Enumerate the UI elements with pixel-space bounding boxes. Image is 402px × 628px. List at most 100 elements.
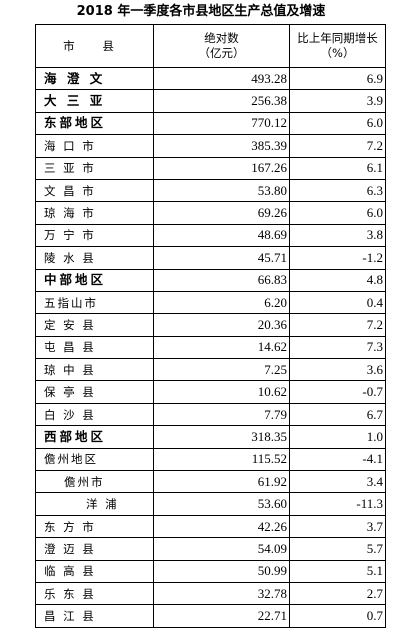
table-row: 文 昌 市 53.80 6.3 bbox=[35, 178, 386, 203]
absolute-value: 7.25 bbox=[153, 358, 290, 382]
absolute-value: 20.36 bbox=[153, 313, 290, 337]
table-row: 陵 水 县 45.71 -1.2 bbox=[35, 246, 386, 270]
growth-rate: 5.1 bbox=[289, 559, 386, 583]
table-row: 东 方 市 42.26 3.7 bbox=[35, 514, 386, 539]
absolute-value: 54.09 bbox=[153, 537, 290, 561]
growth-rate: 1.0 bbox=[289, 425, 386, 449]
growth-rate: 0.4 bbox=[289, 290, 386, 315]
growth-rate: 7.2 bbox=[289, 134, 386, 158]
header-growth-unit: （%） bbox=[320, 46, 355, 60]
region-name: 乐 东 县 bbox=[35, 581, 154, 606]
region-name: 儋州地区 bbox=[35, 447, 154, 472]
growth-rate: -11.3 bbox=[289, 492, 386, 516]
table-row: 东部地区 770.12 6.0 bbox=[35, 111, 386, 136]
region-name: 三 亚 市 bbox=[35, 156, 154, 180]
table-row: 万 宁 市 48.69 3.8 bbox=[35, 223, 386, 248]
growth-rate: 3.6 bbox=[289, 358, 386, 382]
region-name: 五指山市 bbox=[35, 290, 154, 315]
header-growth: 比上年同期增长 （%） bbox=[289, 24, 386, 68]
absolute-value: 14.62 bbox=[153, 335, 290, 360]
absolute-value: 45.71 bbox=[153, 246, 290, 270]
absolute-value: 53.80 bbox=[153, 178, 290, 203]
absolute-value: 115.52 bbox=[153, 447, 290, 472]
growth-rate: 5.7 bbox=[289, 537, 386, 561]
absolute-value: 50.99 bbox=[153, 559, 290, 583]
table-body: 海 澄 文 493.28 6.9 大 三 亚 256.38 3.9 东部地区 770.12 6.… bbox=[35, 66, 386, 628]
region-name: 澄 迈 县 bbox=[35, 537, 154, 561]
absolute-value: 318.35 bbox=[153, 425, 290, 449]
absolute-value: 61.92 bbox=[153, 470, 290, 494]
absolute-value: 167.26 bbox=[153, 156, 290, 180]
absolute-value: 53.60 bbox=[153, 492, 290, 516]
region-name: 大 三 亚 bbox=[35, 89, 154, 113]
table-row: 洋 浦 53.60 -11.3 bbox=[35, 492, 386, 516]
growth-rate: -4.1 bbox=[289, 447, 386, 472]
absolute-value: 6.20 bbox=[153, 290, 290, 315]
growth-rate: 2.7 bbox=[289, 581, 386, 606]
region-name: 昌 江 县 bbox=[35, 604, 154, 628]
growth-rate: 7.3 bbox=[289, 335, 386, 360]
region-name: 陵 水 县 bbox=[35, 246, 154, 270]
absolute-value: 493.28 bbox=[153, 66, 290, 91]
region-name: 定 安 县 bbox=[35, 313, 154, 337]
absolute-value: 7.79 bbox=[153, 402, 290, 427]
header-absolute: 绝对数 （亿元） bbox=[153, 24, 290, 68]
table-row: 临 高 县 50.99 5.1 bbox=[35, 559, 386, 583]
region-name: 琼 中 县 bbox=[35, 358, 154, 382]
page: 2018 年一季度各市县地区生产总值及增速 市 县 绝对数 （亿元） 比上年同期… bbox=[35, 4, 386, 628]
header-absolute-label: 绝对数 bbox=[204, 31, 239, 45]
region-name: 东部地区 bbox=[35, 111, 154, 136]
header-row: 市 县 绝对数 （亿元） 比上年同期增长 （%） bbox=[35, 24, 386, 68]
table-row: 三 亚 市 167.26 6.1 bbox=[35, 156, 386, 180]
region-name: 东 方 市 bbox=[35, 514, 154, 539]
region-name: 西部地区 bbox=[35, 425, 154, 449]
table-row: 中部地区 66.83 4.8 bbox=[35, 268, 386, 292]
table-row: 海 口 市 385.39 7.2 bbox=[35, 134, 386, 158]
region-name: 琼 海 市 bbox=[35, 201, 154, 225]
table-row: 保 亭 县 10.62 -0.7 bbox=[35, 380, 386, 404]
header-region: 市 县 bbox=[35, 24, 154, 68]
growth-rate: 3.9 bbox=[289, 89, 386, 113]
table-row: 儋州市 61.92 3.4 bbox=[35, 470, 386, 494]
growth-rate: 6.9 bbox=[289, 66, 386, 91]
table-row: 琼 中 县 7.25 3.6 bbox=[35, 358, 386, 382]
growth-rate: 3.4 bbox=[289, 470, 386, 494]
growth-rate: 6.0 bbox=[289, 111, 386, 136]
growth-rate: 3.7 bbox=[289, 514, 386, 539]
table-row: 海 澄 文 493.28 6.9 bbox=[35, 66, 386, 91]
header-absolute-unit: （亿元） bbox=[198, 46, 245, 60]
region-name: 屯 昌 县 bbox=[35, 335, 154, 360]
absolute-value: 10.62 bbox=[153, 380, 290, 404]
table-row: 白 沙 县 7.79 6.7 bbox=[35, 402, 386, 427]
growth-rate: -0.7 bbox=[289, 380, 386, 404]
table-row: 澄 迈 县 54.09 5.7 bbox=[35, 537, 386, 561]
growth-rate: -1.2 bbox=[289, 246, 386, 270]
absolute-value: 69.26 bbox=[153, 201, 290, 225]
region-name: 海 澄 文 bbox=[35, 66, 154, 91]
absolute-value: 385.39 bbox=[153, 134, 290, 158]
growth-rate: 0.7 bbox=[289, 604, 386, 628]
table-row: 定 安 县 20.36 7.2 bbox=[35, 313, 386, 337]
region-name: 文 昌 市 bbox=[35, 178, 154, 203]
header-growth-label: 比上年同期增长 bbox=[297, 31, 378, 45]
growth-rate: 3.8 bbox=[289, 223, 386, 248]
region-name: 中部地区 bbox=[35, 268, 154, 292]
table-title: 2018 年一季度各市县地区生产总值及增速 bbox=[76, 4, 326, 19]
region-name: 海 口 市 bbox=[35, 134, 154, 158]
table-row: 儋州地区 115.52 -4.1 bbox=[35, 447, 386, 472]
table-row: 屯 昌 县 14.62 7.3 bbox=[35, 335, 386, 360]
region-name: 儋州市 bbox=[35, 470, 154, 494]
absolute-value: 22.71 bbox=[153, 604, 290, 628]
growth-rate: 7.2 bbox=[289, 313, 386, 337]
table-row: 昌 江 县 22.71 0.7 bbox=[35, 604, 386, 628]
absolute-value: 42.26 bbox=[153, 514, 290, 539]
table-row: 西部地区 318.35 1.0 bbox=[35, 425, 386, 449]
absolute-value: 66.83 bbox=[153, 268, 290, 292]
table-row: 大 三 亚 256.38 3.9 bbox=[35, 89, 386, 113]
absolute-value: 32.78 bbox=[153, 581, 290, 606]
region-name: 洋 浦 bbox=[35, 492, 154, 516]
gdp-table: 市 县 绝对数 （亿元） 比上年同期增长 （%） 海 澄 文 493.28 6.9 大… bbox=[35, 24, 386, 628]
region-name: 保 亭 县 bbox=[35, 380, 154, 404]
absolute-value: 48.69 bbox=[153, 223, 290, 248]
region-name: 临 高 县 bbox=[35, 559, 154, 583]
